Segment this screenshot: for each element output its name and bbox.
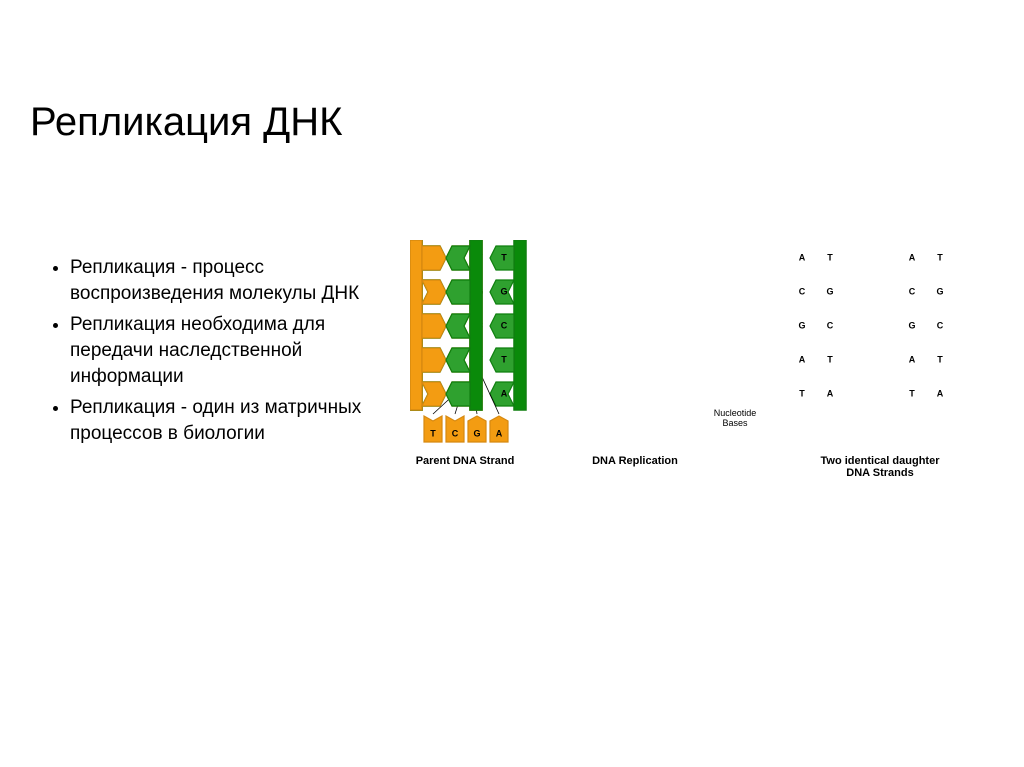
svg-text:T: T bbox=[827, 354, 833, 364]
bullet-item: Репликация - процесс воспроизведения мол… bbox=[70, 255, 380, 306]
slide: Репликация ДНК Репликация - процесс восп… bbox=[0, 0, 1024, 767]
svg-text:C: C bbox=[909, 286, 916, 296]
svg-text:G: G bbox=[826, 286, 833, 296]
svg-text:T: T bbox=[501, 252, 507, 262]
bullet-item: Репликация необходима для передачи насле… bbox=[70, 312, 380, 389]
svg-text:C: C bbox=[937, 320, 944, 330]
svg-text:A: A bbox=[799, 354, 806, 364]
svg-text:T: T bbox=[430, 428, 436, 438]
svg-text:T: T bbox=[937, 252, 943, 262]
svg-text:T: T bbox=[501, 354, 507, 364]
bullet-item: Репликация - один из матричных процессов… bbox=[70, 395, 380, 446]
svg-text:A: A bbox=[501, 388, 508, 398]
svg-text:T: T bbox=[937, 354, 943, 364]
svg-text:A: A bbox=[909, 354, 916, 364]
svg-text:A: A bbox=[909, 252, 916, 262]
svg-text:G: G bbox=[908, 320, 915, 330]
svg-text:A: A bbox=[827, 388, 834, 398]
svg-text:G: G bbox=[936, 286, 943, 296]
caption-nucleotides: Nucleotide Bases bbox=[700, 408, 770, 428]
svg-text:A: A bbox=[799, 252, 806, 262]
svg-text:G: G bbox=[500, 286, 507, 296]
caption-parent: Parent DNA Strand bbox=[410, 455, 520, 467]
svg-text:C: C bbox=[452, 428, 459, 438]
caption-replication: DNA Replication bbox=[555, 455, 715, 467]
svg-text:T: T bbox=[799, 388, 805, 398]
svg-text:C: C bbox=[827, 320, 834, 330]
dna-replication-diagram: ATCGGCATTAACGATTGCTATCGAATCGGCATTAATCGGC… bbox=[410, 240, 1010, 520]
svg-text:A: A bbox=[496, 428, 503, 438]
svg-text:C: C bbox=[799, 286, 806, 296]
page-title: Репликация ДНК bbox=[30, 100, 342, 145]
caption-daughters: Two identical daughter DNA Strands bbox=[760, 455, 1000, 479]
svg-text:G: G bbox=[798, 320, 805, 330]
svg-text:G: G bbox=[473, 428, 480, 438]
svg-text:T: T bbox=[909, 388, 915, 398]
svg-text:C: C bbox=[501, 320, 508, 330]
svg-text:A: A bbox=[937, 388, 944, 398]
svg-text:T: T bbox=[827, 252, 833, 262]
bullet-list: Репликация - процесс воспроизведения мол… bbox=[50, 255, 380, 452]
